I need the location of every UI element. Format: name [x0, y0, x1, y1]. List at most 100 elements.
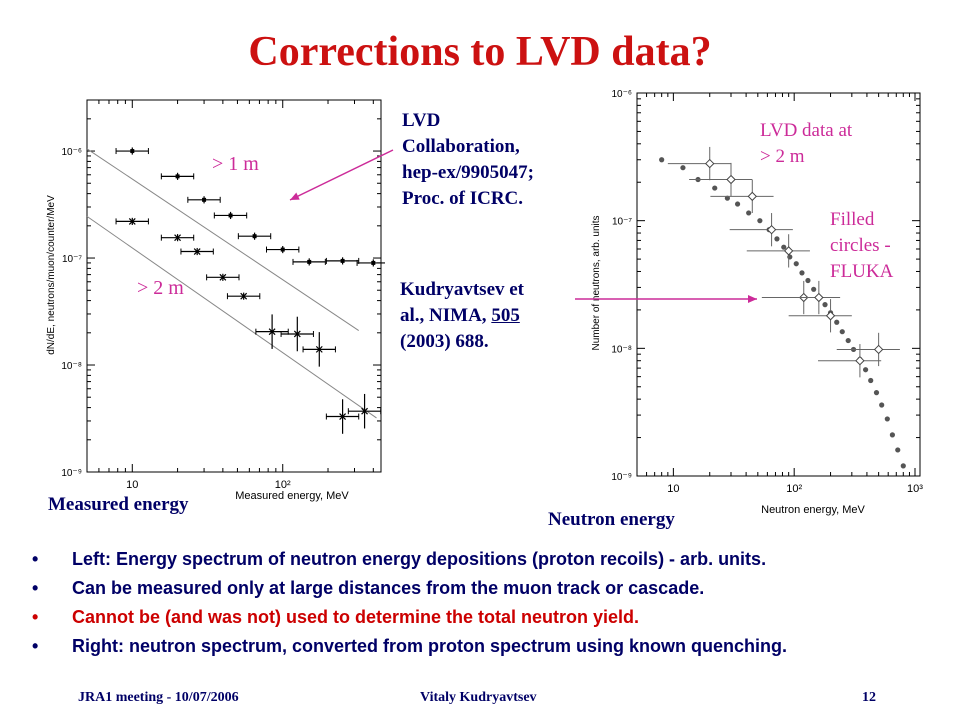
- fluka-point: [774, 236, 780, 242]
- right-chart-x-tick-label: 10²: [786, 483, 802, 495]
- bullet-list: • Left: Energy spectrum of neutron energy…: [32, 545, 950, 661]
- lvd-citation-line: LVD: [402, 110, 441, 131]
- lvd-data-label: LVD data at > 2 m: [760, 118, 852, 170]
- bullet-dot-icon: •: [32, 578, 39, 598]
- fluka-point: [884, 416, 890, 422]
- data-point: [293, 330, 301, 338]
- fluka-point: [787, 254, 793, 260]
- fluka-point: [712, 185, 718, 191]
- right-chart-xlabel: Neutron energy, MeV: [761, 504, 865, 516]
- kudryavtsev-citation-line: (2003) 688.: [400, 331, 489, 352]
- fluka-point: [805, 277, 811, 284]
- left-chart-fit-lines: [86, 148, 377, 419]
- left-chart-y-tick-label: 10⁻⁶: [61, 147, 82, 158]
- right-chart-ticks: [636, 92, 920, 477]
- lvd-point: [726, 174, 736, 185]
- right-chart-y-tick-label: 10⁻⁹: [611, 472, 632, 483]
- data-point: [280, 247, 285, 252]
- fluka-point: [793, 261, 799, 267]
- fluka-point: [811, 286, 817, 292]
- kudryavtsev-citation-volume: 505: [491, 305, 520, 326]
- bullet-text: Left: Energy spectrum of neutron energy …: [72, 549, 767, 569]
- lvd-point: [747, 191, 757, 202]
- data-point: [175, 174, 180, 179]
- fluka-point: [746, 210, 752, 216]
- data-point: [252, 234, 257, 239]
- lvd-point: [825, 311, 836, 321]
- data-point: [361, 407, 369, 415]
- left-chart-y-tick-label: 10⁻⁷: [62, 254, 82, 265]
- bullet-text: Can be measured only at large distances …: [72, 578, 705, 598]
- fluka-point: [839, 329, 845, 335]
- fluka-label-line: FLUKA: [830, 261, 894, 282]
- fluka-label: Filled circles - FLUKA: [830, 207, 893, 285]
- fluka-point: [757, 218, 763, 224]
- lvd-citation-line: Proc. of ICRC.: [402, 188, 524, 209]
- bullet-text: Cannot be (and was not) used to determin…: [72, 607, 640, 627]
- lvd-point: [766, 224, 777, 235]
- right-chart-x-tick-label: 10: [667, 483, 679, 495]
- right-chart-y-tick-label: 10⁻⁶: [611, 89, 632, 100]
- left-chart-tick-labels: 10⁻⁹ 10⁻⁸ 10⁻⁷ 10⁻⁶ 10 10²: [61, 147, 291, 491]
- bullet-item: • Right: neutron spectrum, converted from…: [32, 632, 950, 661]
- bullet-item: • Can be measured only at large distances…: [32, 574, 950, 603]
- left-chart-y-tick-label: 10⁻⁹: [61, 468, 82, 479]
- left-chart-x-tick-label: 10: [126, 479, 138, 491]
- measured-energy-label: Measured energy: [48, 494, 189, 515]
- label-2m: > 2 m: [137, 277, 184, 299]
- data-point: [240, 292, 248, 300]
- lvd-data-label-line: LVD data at: [760, 120, 853, 141]
- data-point: [339, 413, 347, 420]
- lvd-point: [855, 355, 865, 366]
- kudryavtsev-citation-journal: al., NIMA,: [400, 305, 492, 326]
- footer-author: Vitaly Kudryavtsev: [420, 690, 537, 705]
- fluka-label-line: circles -: [830, 235, 891, 256]
- right-chart-y-tick-label: 10⁻⁸: [611, 344, 632, 355]
- bullet-dot-icon: •: [32, 607, 39, 627]
- data-point: [228, 213, 233, 218]
- data-point: [219, 273, 227, 281]
- neutron-energy-label: Neutron energy: [548, 509, 675, 530]
- right-chart-points: [659, 146, 906, 469]
- data-point: [174, 234, 181, 242]
- kudryavtsev-citation-line: al., NIMA, 505: [400, 303, 524, 329]
- data-point: [268, 328, 276, 336]
- fit-line: [86, 148, 360, 331]
- fluka-point: [834, 319, 840, 325]
- left-chart-xlabel: Measured energy, MeV: [235, 490, 349, 502]
- bullet-dot-icon: •: [32, 549, 39, 569]
- fluka-point: [659, 157, 665, 163]
- data-point: [340, 258, 345, 263]
- lvd-data-label-line: > 2 m: [760, 146, 805, 167]
- fluka-point: [889, 432, 895, 438]
- right-chart-frame: [636, 92, 921, 477]
- lvd-point: [814, 292, 824, 303]
- left-chart-x-tick-label: 10²: [275, 479, 291, 491]
- fluka-point: [900, 463, 906, 469]
- left-chart-ylabel: dN/dE, neutrons/muon/counter/MeV: [46, 195, 57, 355]
- right-chart: 10⁻⁹ 10⁻⁸ 10⁻⁷ 10⁻⁶ 10 10² 10³ Neutron energy,…: [591, 89, 923, 516]
- data-point: [307, 259, 312, 264]
- data-point: [193, 248, 201, 255]
- bullet-item: • Cannot be (and was not) used to determi…: [32, 603, 950, 632]
- fluka-point: [724, 195, 730, 201]
- fluka-point: [822, 302, 828, 308]
- fluka-point: [845, 337, 851, 344]
- bullet-item: • Left: Energy spectrum of neutron energy…: [32, 545, 950, 574]
- bullet-text: Right: neutron spectrum, converted from …: [72, 636, 788, 656]
- footer-meeting: JRA1 meeting - 10/07/2006: [78, 690, 239, 705]
- lvd-point: [705, 158, 715, 169]
- kudryavtsev-citation: Kudryavtsev et al., NIMA, 505 (2003) 688…: [400, 277, 524, 355]
- footer-page-number: 12: [862, 690, 876, 705]
- data-point: [371, 260, 376, 265]
- lvd-citation-line: Collaboration,: [402, 136, 520, 157]
- bullet-dot-icon: •: [32, 636, 39, 656]
- right-chart-y-tick-label: 10⁻⁷: [612, 217, 632, 228]
- fluka-point: [873, 390, 880, 396]
- page-title: Corrections to LVD data?: [248, 29, 712, 75]
- fluka-point: [862, 367, 869, 373]
- fluka-point: [680, 165, 686, 171]
- fluka-point: [781, 244, 787, 250]
- kudryavtsev-citation-line: Kudryavtsev et: [400, 279, 525, 300]
- data-point: [128, 217, 136, 225]
